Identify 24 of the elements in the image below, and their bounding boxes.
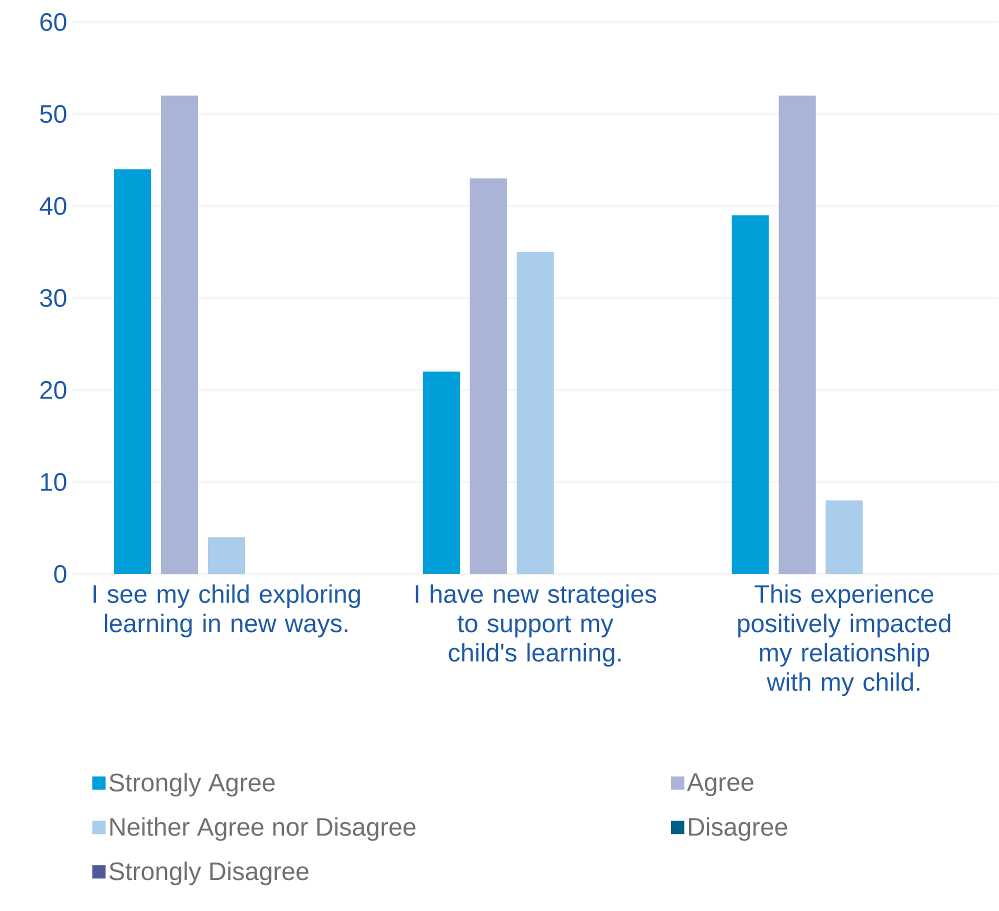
legend-label: Neither Agree nor Disagree [110, 817, 416, 841]
legend-label: Strongly Disagree [109, 862, 308, 886]
y-tick-label: 30 [40, 289, 66, 307]
bar [470, 178, 507, 574]
legend-label: Agree [686, 773, 754, 796]
y-tick-label: 50 [40, 105, 66, 123]
bar [826, 500, 863, 574]
x-tick-label: I have new strategies to support my child's learning. [416, 584, 656, 667]
x-tick-label: This experience positively impacted my relationship with my child. [738, 584, 950, 696]
bar [732, 215, 769, 574]
y-tick-label: 10 [41, 473, 66, 491]
bar [160, 96, 198, 574]
legend-label: Strongly Agree [109, 772, 275, 797]
y-tick-label: 20 [40, 381, 66, 399]
legend-label: Disagree [689, 817, 788, 841]
bar [422, 372, 460, 574]
x-tick-label: I see my child exploring learning in new ways. [94, 584, 360, 638]
bar [114, 169, 152, 574]
y-tick-label: 60 [40, 13, 66, 31]
y-tick-label: 0 [54, 565, 66, 583]
bar [208, 537, 245, 574]
bar [516, 252, 554, 574]
bar [778, 96, 816, 574]
y-tick-label: 40 [40, 197, 66, 215]
